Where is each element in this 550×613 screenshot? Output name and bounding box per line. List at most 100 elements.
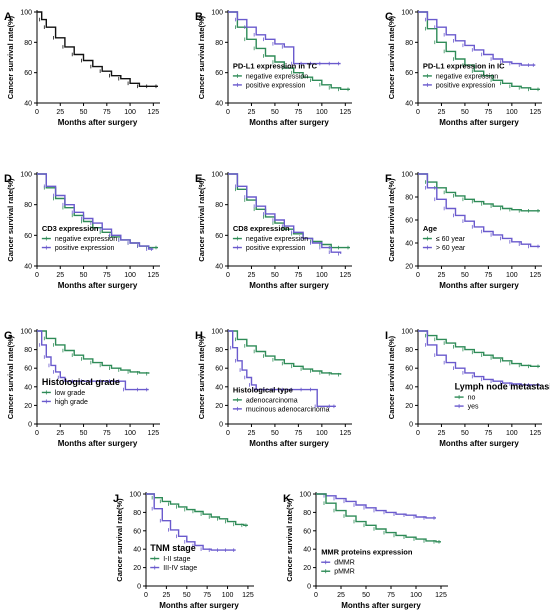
- x-tick-label: 50: [271, 272, 279, 279]
- x-tick-label: 125: [529, 109, 541, 116]
- survival-curve-1: [37, 11, 158, 87]
- x-tick-label: 25: [56, 430, 64, 437]
- y-tick-label: 80: [303, 510, 311, 517]
- x-axis-title: Months after surgery: [58, 118, 138, 127]
- legend-label-1: no: [468, 395, 476, 402]
- panel-letter: F: [385, 173, 392, 185]
- y-tick-label: 80: [215, 202, 223, 209]
- legend-label-1: dMMR: [334, 560, 355, 567]
- y-tick-label: 100: [20, 329, 32, 336]
- survival-curve-1: [418, 11, 540, 90]
- x-tick-label: 0: [416, 430, 420, 437]
- y-tick-label: 0: [307, 584, 311, 591]
- x-tick-label: 50: [461, 430, 469, 437]
- y-axis-title: Cancer survival rate(%): [6, 335, 15, 419]
- legend-label-2: high grade: [55, 399, 88, 406]
- x-tick-label: 0: [226, 272, 230, 279]
- x-tick-label: 50: [362, 592, 370, 599]
- survival-curve-2: [418, 330, 540, 386]
- km-panel-b: B 40 60 80 100 0 25 50 75 100 125 Months after surg…: [195, 10, 352, 127]
- y-tick-label: 20: [133, 565, 141, 572]
- y-tick-label: 80: [405, 195, 413, 202]
- survival-curve-1: [418, 330, 540, 367]
- survival-curve-1: [316, 493, 436, 519]
- x-tick-label: 75: [387, 592, 395, 599]
- x-tick-label: 25: [248, 272, 256, 279]
- survival-curve-2: [228, 11, 341, 65]
- x-tick-label: 125: [339, 272, 351, 279]
- y-tick-label: 60: [405, 70, 413, 77]
- x-tick-label: 0: [35, 272, 39, 279]
- y-tick-label: 80: [215, 40, 223, 47]
- x-tick-label: 0: [226, 109, 230, 116]
- x-tick-label: 25: [162, 592, 170, 599]
- x-tick-label: 100: [316, 430, 328, 437]
- x-tick-label: 0: [144, 592, 148, 599]
- y-axis-title: Cancer survival rate(%): [197, 335, 206, 419]
- x-tick-label: 75: [484, 109, 492, 116]
- y-tick-label: 100: [401, 172, 413, 179]
- y-axis-title: Cancer survival rate(%): [197, 178, 206, 262]
- y-tick-label: 100: [211, 172, 223, 179]
- x-tick-label: 100: [316, 272, 328, 279]
- legend-title: TNM stage: [150, 543, 196, 553]
- km-panel-k: K 0 20 40 60 80 100 0 25 50 75 100 125 Months after s…: [283, 492, 448, 610]
- y-tick-label: 80: [405, 347, 413, 354]
- x-tick-label: 25: [438, 272, 446, 279]
- y-axis-title: Cancer survival rate(%): [197, 15, 206, 99]
- x-axis-title: Months after surgery: [249, 439, 329, 448]
- y-tick-label: 40: [405, 241, 413, 248]
- y-tick-label: 100: [129, 492, 141, 499]
- y-tick-label: 40: [24, 384, 32, 391]
- km-panel-h: H 0 20 40 60 80 100 0 25 50 75 100 125 Months after s…: [195, 329, 352, 448]
- y-tick-label: 60: [133, 528, 141, 535]
- survival-curve-2: [316, 493, 441, 543]
- y-tick-label: 100: [211, 329, 223, 336]
- km-panel-f: F 20 40 60 80 100 0 25 50 75 100 125 Months after su…: [385, 172, 542, 290]
- x-tick-label: 100: [410, 592, 422, 599]
- y-tick-label: 60: [303, 528, 311, 535]
- km-panel-a: A 40 60 80 100 0 25 50 75 100 125 Months after surg…: [4, 10, 160, 127]
- y-tick-label: 80: [133, 510, 141, 517]
- y-axis-title: Cancer survival rate(%): [387, 15, 396, 99]
- x-tick-label: 0: [35, 109, 39, 116]
- y-tick-label: 60: [24, 233, 32, 240]
- legend-title: CD3 expression: [42, 224, 99, 233]
- x-tick-label: 125: [148, 430, 160, 437]
- x-tick-label: 0: [226, 430, 230, 437]
- x-tick-label: 25: [337, 592, 345, 599]
- x-tick-label: 50: [183, 592, 191, 599]
- y-tick-label: 60: [405, 366, 413, 373]
- y-tick-label: 60: [24, 366, 32, 373]
- x-tick-label: 125: [242, 592, 254, 599]
- legend-label-1: negative expression: [436, 73, 498, 80]
- km-panel-e: E 40 60 80 100 0 25 50 75 100 125 Months after surg…: [195, 172, 352, 290]
- panel-letter: K: [283, 493, 291, 505]
- y-tick-label: 60: [215, 233, 223, 240]
- panel-letter: B: [195, 11, 203, 23]
- x-tick-label: 50: [271, 109, 279, 116]
- panel-letter: D: [4, 173, 12, 185]
- x-tick-label: 100: [506, 430, 518, 437]
- legend-label-1: adenocarcinoma: [246, 397, 298, 404]
- legend-label-2: positive expression: [246, 82, 306, 89]
- survival-curve-1: [146, 493, 248, 526]
- x-tick-label: 75: [294, 430, 302, 437]
- km-panel-d: D 40 60 80 100 0 25 50 75 100 125 Months after surg…: [4, 172, 160, 290]
- y-tick-label: 100: [299, 492, 311, 499]
- legend-label-2: positive expression: [436, 82, 496, 89]
- legend-title: PD-L1 expression in IC: [423, 61, 505, 70]
- x-tick-label: 100: [506, 272, 518, 279]
- x-axis-title: Months after surgery: [249, 281, 329, 290]
- x-tick-label: 0: [35, 430, 39, 437]
- y-tick-label: 60: [405, 218, 413, 225]
- y-tick-label: 0: [219, 422, 223, 429]
- x-tick-label: 125: [339, 109, 351, 116]
- y-axis-title: Cancer survival rate(%): [387, 178, 396, 262]
- x-axis-title: Months after surgery: [341, 601, 421, 610]
- x-tick-label: 125: [148, 272, 160, 279]
- x-tick-label: 75: [294, 272, 302, 279]
- y-tick-label: 60: [215, 70, 223, 77]
- x-tick-label: 50: [271, 430, 279, 437]
- y-tick-label: 40: [24, 101, 32, 108]
